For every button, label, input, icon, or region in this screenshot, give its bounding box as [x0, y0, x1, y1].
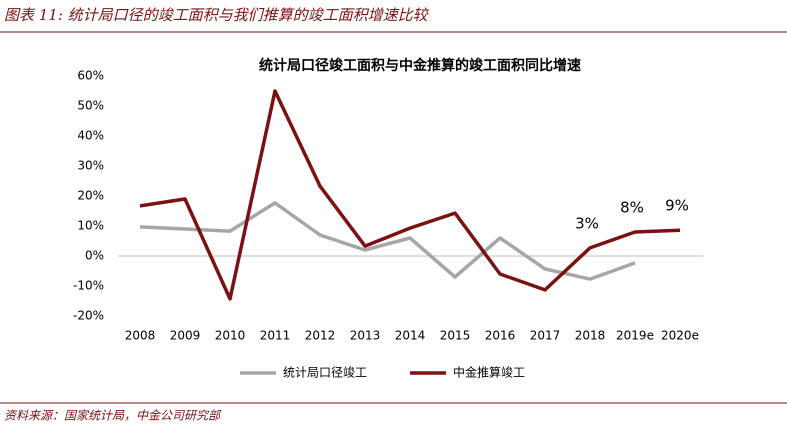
source: 资料来源：国家统计局，中金公司研究部 [4, 409, 222, 423]
chart-title: 统计局口径竣工面积与中金推算的竣工面积同比增速 [259, 57, 581, 74]
x-tick-label: 2016 [485, 329, 516, 343]
series-line [139, 201, 636, 281]
y-tick-label: -10% [73, 279, 104, 293]
x-tick-label: 2011 [260, 329, 291, 343]
legend-label: 中金推算竣工 [453, 365, 525, 380]
header: 图表 11: 统计局口径的竣工面积与我们推算的竣工面积增速比较 [4, 6, 430, 24]
value-label: 3% [575, 214, 599, 232]
series-line [139, 89, 681, 301]
x-tick-label: 2012 [305, 329, 336, 343]
x-tick-label: 2017 [530, 329, 561, 343]
x-tick-label: 2008 [125, 329, 156, 343]
y-tick-label: 50% [77, 99, 104, 113]
x-tick-label: 2009 [170, 329, 201, 343]
y-tick-label: 40% [77, 129, 104, 143]
x-tick-label: 2019e [616, 329, 654, 343]
y-tick-label: 0% [85, 249, 104, 263]
value-label: 9% [665, 197, 689, 215]
x-tick-label: 2018 [575, 329, 606, 343]
y-tick-label: 10% [77, 219, 104, 233]
x-tick-label: 2010 [215, 329, 246, 343]
value-label: 8% [620, 199, 644, 217]
y-tick-label: 60% [77, 69, 104, 83]
x-tick-label: 2013 [350, 329, 381, 343]
x-tick-label: 2015 [440, 329, 471, 343]
y-tick-label: 20% [77, 189, 104, 203]
x-tick-label: 2020e [661, 329, 699, 343]
y-tick-label: 30% [77, 159, 104, 173]
x-tick-label: 2014 [395, 329, 426, 343]
y-tick-label: -20% [73, 309, 104, 323]
legend-label: 统计局口径竣工 [283, 365, 367, 380]
